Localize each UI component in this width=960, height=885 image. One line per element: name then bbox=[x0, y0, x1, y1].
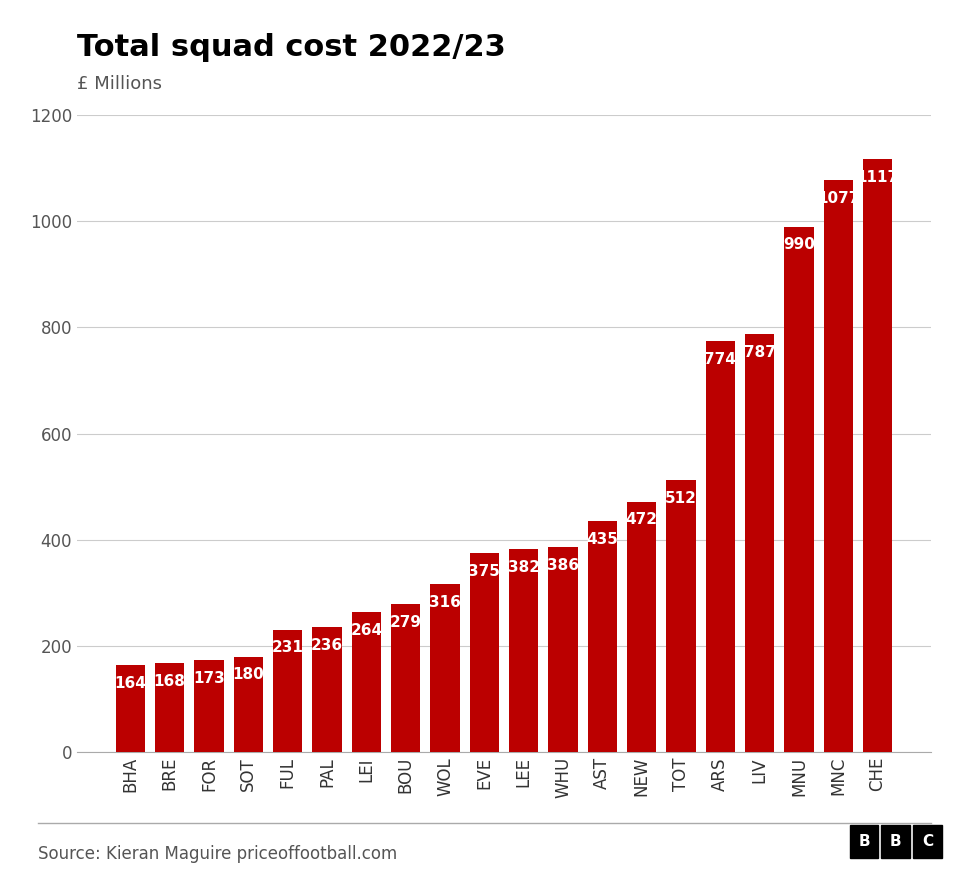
Bar bbox=[351, 612, 381, 752]
Text: 180: 180 bbox=[232, 667, 264, 682]
Bar bbox=[745, 335, 775, 752]
Bar bbox=[863, 159, 893, 752]
Bar bbox=[509, 550, 539, 752]
Text: B: B bbox=[890, 835, 901, 849]
Bar bbox=[273, 629, 302, 752]
Text: 774: 774 bbox=[705, 352, 736, 367]
Text: 231: 231 bbox=[272, 640, 303, 655]
Bar bbox=[391, 604, 420, 752]
Bar bbox=[194, 660, 224, 752]
Bar bbox=[706, 342, 735, 752]
Text: 264: 264 bbox=[350, 623, 382, 638]
Bar bbox=[115, 666, 145, 752]
Bar bbox=[469, 553, 499, 752]
Text: 316: 316 bbox=[429, 595, 461, 610]
Bar bbox=[233, 657, 263, 752]
Text: 168: 168 bbox=[154, 673, 185, 689]
Bar bbox=[824, 181, 853, 752]
Text: 512: 512 bbox=[665, 491, 697, 506]
Text: Total squad cost 2022/23: Total squad cost 2022/23 bbox=[77, 33, 506, 62]
Text: 472: 472 bbox=[626, 512, 658, 527]
Text: 386: 386 bbox=[547, 558, 579, 573]
Text: 164: 164 bbox=[114, 676, 146, 691]
Text: 990: 990 bbox=[783, 237, 815, 252]
Text: Source: Kieran Maguire priceoffootball.com: Source: Kieran Maguire priceoffootball.c… bbox=[38, 845, 397, 863]
Text: £ Millions: £ Millions bbox=[77, 75, 162, 93]
Bar bbox=[312, 627, 342, 752]
Text: 435: 435 bbox=[587, 532, 618, 547]
Text: 173: 173 bbox=[193, 671, 225, 686]
Text: 382: 382 bbox=[508, 560, 540, 575]
Text: C: C bbox=[922, 835, 933, 849]
Bar bbox=[627, 502, 657, 752]
Text: B: B bbox=[858, 835, 870, 849]
Text: 787: 787 bbox=[744, 345, 776, 360]
Text: 279: 279 bbox=[390, 615, 421, 630]
Bar bbox=[588, 521, 617, 752]
Text: 375: 375 bbox=[468, 564, 500, 579]
Bar bbox=[155, 663, 184, 752]
Text: 1077: 1077 bbox=[817, 191, 859, 206]
Text: 236: 236 bbox=[311, 637, 343, 652]
Bar bbox=[666, 481, 696, 752]
Bar bbox=[548, 547, 578, 752]
Bar bbox=[784, 227, 814, 752]
Bar bbox=[430, 584, 460, 752]
Text: 1117: 1117 bbox=[856, 170, 899, 185]
